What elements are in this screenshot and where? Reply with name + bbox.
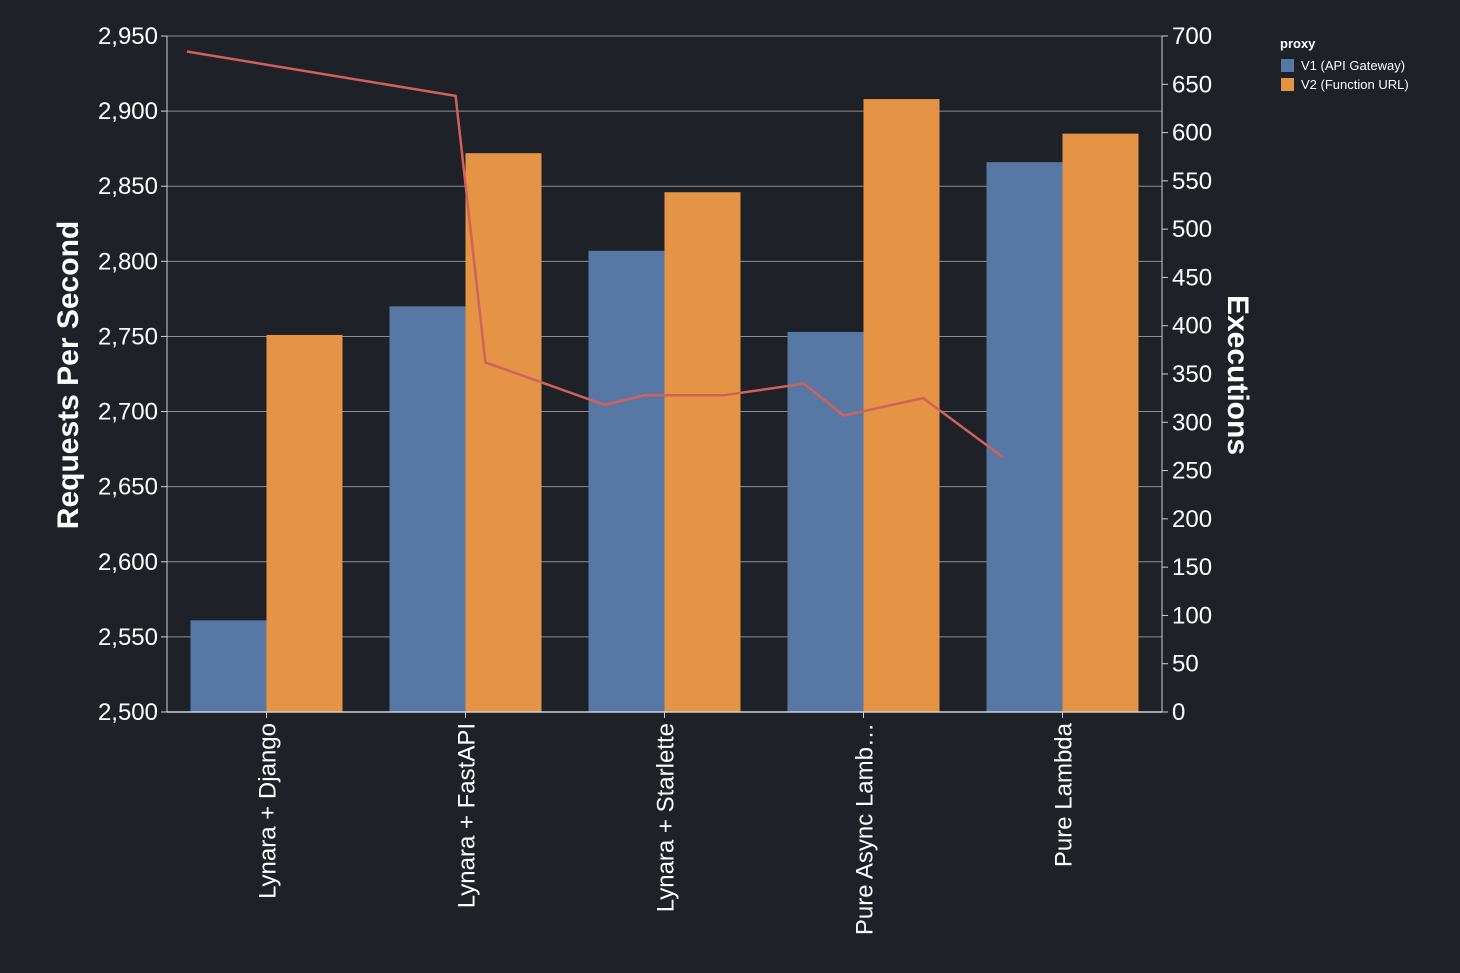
- y-tick-label: 2,850: [98, 173, 158, 200]
- x-tick-label: Pure Async Lamb…: [852, 723, 879, 935]
- bar-v2: [465, 153, 542, 712]
- bar-v2: [664, 192, 741, 713]
- y2-tick-label: 700: [1172, 23, 1212, 50]
- bar-v2: [1062, 133, 1139, 713]
- y2-tick-label: 100: [1172, 602, 1212, 629]
- y2-tick-label: 350: [1172, 361, 1212, 388]
- y-tick-label: 2,900: [98, 98, 158, 125]
- bar-v1: [389, 306, 466, 712]
- y2-tick-label: 650: [1172, 71, 1212, 98]
- y2-tick-label: 300: [1172, 409, 1212, 436]
- legend: proxy V1 (API Gateway) V2 (Function URL): [1280, 36, 1409, 92]
- y2-tick-label: 200: [1172, 506, 1212, 533]
- y2-tick-label: 400: [1172, 313, 1212, 340]
- y2-axis-title: Executions: [1221, 295, 1254, 455]
- bar-v1: [588, 250, 665, 712]
- y2-tick-label: 250: [1172, 458, 1212, 485]
- y-tick-label: 2,650: [98, 474, 158, 501]
- y-tick-label: 2,550: [98, 624, 158, 651]
- x-tick-label: Lynara + FastAPI: [454, 723, 481, 908]
- legend-swatch: [1281, 78, 1294, 91]
- legend-title: proxy: [1280, 36, 1316, 51]
- legend-swatch: [1281, 59, 1294, 72]
- y-tick-label: 2,950: [98, 23, 158, 50]
- executions-line: [186, 50, 1004, 459]
- bar-v1: [986, 162, 1063, 713]
- y-tick-label: 2,700: [98, 399, 158, 426]
- y2-tick-label: 0: [1172, 699, 1185, 726]
- bars: [190, 99, 1139, 713]
- x-tick-label: Pure Lambda: [1051, 722, 1078, 867]
- axes: 2,500 2,550 2,600 2,650 2,700 2,750 2,800 2,850…: [98, 23, 1212, 935]
- executions-line-layer: [186, 50, 1004, 459]
- x-tick-label: Lynara + Starlette: [653, 723, 680, 912]
- y2-tick-label: 450: [1172, 264, 1212, 291]
- bar-v2: [863, 99, 940, 713]
- y-axis-title: Requests Per Second: [52, 221, 85, 529]
- y2-tick-label: 550: [1172, 168, 1212, 195]
- y2-tick-label: 500: [1172, 216, 1212, 243]
- bar-v1: [190, 620, 267, 712]
- y-tick-label: 2,600: [98, 549, 158, 576]
- y-tick-label: 2,800: [98, 248, 158, 275]
- bar-v2: [266, 334, 343, 712]
- legend-label: V1 (API Gateway): [1301, 58, 1405, 73]
- y2-tick-label: 50: [1172, 651, 1199, 678]
- legend-label: V2 (Function URL): [1301, 77, 1409, 92]
- y-tick-label: 2,500: [98, 699, 158, 726]
- y2-tick-label: 150: [1172, 554, 1212, 581]
- bar-v1: [787, 331, 864, 712]
- y2-tick-label: 600: [1172, 120, 1212, 147]
- y-tick-label: 2,750: [98, 323, 158, 350]
- x-tick-label: Lynara + Django: [255, 723, 282, 899]
